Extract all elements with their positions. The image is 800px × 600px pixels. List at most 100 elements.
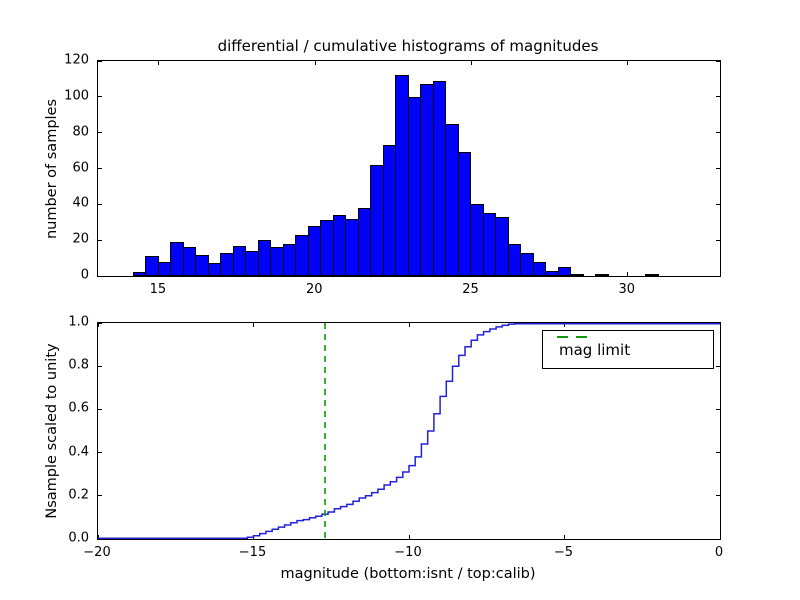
x-tick-mark <box>408 535 410 539</box>
x-tick-label: 15 <box>149 282 167 297</box>
y-tick-mark <box>98 495 102 497</box>
histogram-bar <box>595 274 609 276</box>
y-tick-mark <box>98 239 102 241</box>
histogram-bar <box>520 252 534 276</box>
histogram-bar <box>382 145 397 276</box>
y-tick-mark <box>98 132 102 134</box>
legend-label: mag limit <box>559 340 631 359</box>
x-tick-mark <box>564 535 565 539</box>
histogram-bar <box>357 207 372 276</box>
y-tick-mark <box>716 203 720 205</box>
x-tick-label: −15 <box>238 545 267 560</box>
histogram-bar <box>232 245 247 276</box>
y-tick-mark <box>98 323 102 324</box>
y-tick-mark <box>98 275 102 276</box>
y-tick-mark <box>98 61 102 62</box>
histogram-bar <box>345 218 359 276</box>
y-tick-mark <box>716 239 720 241</box>
histogram-bar <box>257 240 272 276</box>
x-tick-label: 25 <box>462 282 479 297</box>
y-tick-label: 120 <box>64 52 89 68</box>
bottom-plot-svg <box>98 323 720 539</box>
y-tick-mark <box>716 61 720 62</box>
y-tick-mark <box>716 408 720 410</box>
histogram-bar <box>645 274 659 276</box>
histogram-bar <box>195 254 209 276</box>
histogram-bar <box>170 241 184 276</box>
x-tick-mark <box>719 323 720 327</box>
y-tick-label: 0.0 <box>68 530 89 546</box>
y-tick-mark <box>716 275 720 276</box>
histogram-bar <box>370 164 384 276</box>
x-tick-mark <box>408 323 410 327</box>
legend-box: mag limit <box>542 330 714 369</box>
x-tick-label: −20 <box>83 545 111 560</box>
x-tick-label: 30 <box>618 282 636 297</box>
y-tick-label: 40 <box>72 195 89 211</box>
top-plot-area <box>98 61 720 276</box>
histogram-bar <box>445 123 459 276</box>
y-tick-label: 0 <box>80 267 89 283</box>
cumulative-step-curve <box>98 323 720 539</box>
histogram-bar <box>157 261 172 276</box>
histogram-bar <box>182 247 197 276</box>
histogram-bar <box>482 213 497 276</box>
histogram-bar <box>245 250 259 276</box>
y-tick-label: 20 <box>72 231 89 247</box>
histogram-bar <box>220 252 234 276</box>
histogram-bar <box>545 270 559 276</box>
x-tick-label: −10 <box>394 545 422 560</box>
y-tick-mark <box>716 168 720 169</box>
histogram-bar <box>295 234 309 276</box>
x-tick-mark <box>98 323 99 327</box>
x-tick-mark <box>253 323 254 327</box>
histogram-bar <box>395 75 409 276</box>
y-tick-label: 0.2 <box>68 487 89 503</box>
histogram-bar <box>570 274 584 276</box>
bottom-x-axis-label: magnitude (bottom:isnt / top:calib) <box>280 566 536 582</box>
y-tick-mark <box>98 168 102 169</box>
bottom-y-axis-label: Nsample scaled to unity <box>44 343 60 519</box>
histogram-bar <box>282 243 297 276</box>
top-axes <box>97 60 721 277</box>
y-tick-mark <box>716 538 720 539</box>
x-tick-mark <box>471 61 472 65</box>
y-tick-label: 0.4 <box>68 444 89 460</box>
x-tick-mark <box>627 272 629 276</box>
y-tick-mark <box>98 203 102 205</box>
histogram-bar <box>557 267 572 276</box>
x-tick-mark <box>158 61 160 65</box>
bottom-axes: mag limit <box>97 322 721 540</box>
y-tick-mark <box>716 96 720 98</box>
x-tick-label: 20 <box>305 282 323 297</box>
histogram-bar <box>420 84 434 276</box>
histogram-bar <box>457 152 472 276</box>
histogram-bar <box>270 247 284 276</box>
y-tick-label: 0.6 <box>68 400 89 416</box>
histogram-bar <box>207 263 222 276</box>
figure-title: differential / cumulative histograms of … <box>217 37 599 55</box>
histogram-bar <box>507 243 522 276</box>
histogram-bar <box>432 80 447 276</box>
y-tick-label: 80 <box>72 124 89 140</box>
histogram-bar <box>307 225 322 276</box>
x-tick-label: 0 <box>714 545 724 560</box>
histogram-bar <box>332 215 347 276</box>
y-tick-mark <box>716 132 720 134</box>
y-tick-mark <box>716 452 720 454</box>
x-tick-mark <box>564 323 565 327</box>
y-tick-mark <box>98 96 102 98</box>
y-tick-mark <box>716 495 720 497</box>
x-tick-mark <box>98 535 99 539</box>
histogram-bar <box>532 261 547 276</box>
x-tick-label: −5 <box>553 545 574 560</box>
histogram-bar <box>495 216 509 276</box>
y-tick-mark <box>98 452 102 454</box>
histogram-bar <box>320 220 334 276</box>
y-tick-mark <box>716 365 720 367</box>
histogram-bar <box>407 96 422 276</box>
y-tick-label: 60 <box>72 160 89 175</box>
histogram-bar <box>132 272 147 276</box>
top-y-axis-label: number of samples <box>44 98 60 240</box>
